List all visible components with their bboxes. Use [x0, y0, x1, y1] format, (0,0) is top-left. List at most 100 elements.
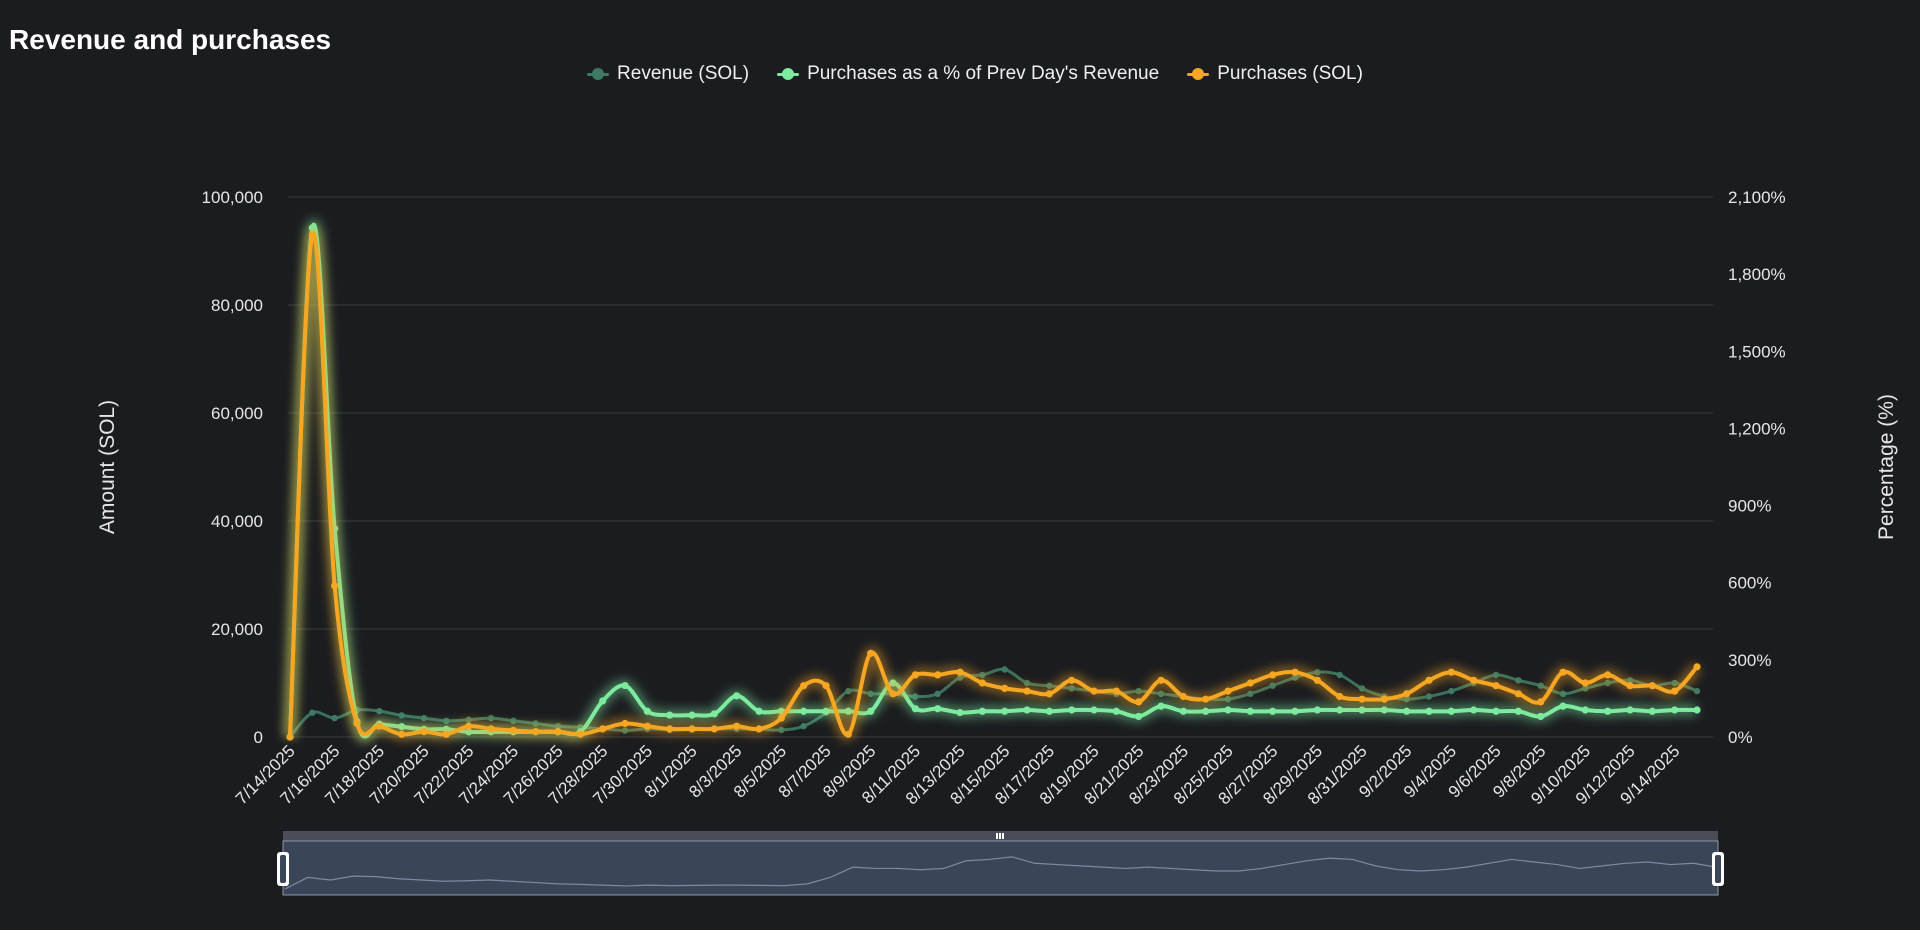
data-point-percent[interactable]: [1179, 707, 1187, 715]
data-point-percent[interactable]: [1313, 706, 1321, 714]
data-point-percent[interactable]: [1202, 707, 1210, 715]
data-point-percent[interactable]: [1358, 706, 1366, 714]
data-point-purchases[interactable]: [1537, 698, 1545, 706]
data-point-purchases[interactable]: [1514, 690, 1522, 698]
data-point-purchases[interactable]: [532, 728, 540, 736]
data-point-purchases[interactable]: [1380, 695, 1388, 703]
data-point-purchases[interactable]: [1403, 690, 1411, 698]
data-point-purchases[interactable]: [688, 725, 696, 733]
data-point-percent[interactable]: [1492, 707, 1500, 715]
data-point-percent[interactable]: [1581, 706, 1589, 714]
data-point-revenue[interactable]: [1269, 682, 1276, 689]
data-point-purchases[interactable]: [822, 682, 830, 690]
data-point-purchases[interactable]: [710, 725, 718, 733]
data-point-purchases[interactable]: [465, 722, 473, 730]
data-point-purchases[interactable]: [1202, 695, 1210, 703]
data-point-percent[interactable]: [621, 681, 629, 690]
data-point-purchases[interactable]: [509, 726, 517, 735]
data-point-revenue[interactable]: [1537, 682, 1544, 689]
data-point-purchases[interactable]: [1626, 682, 1634, 690]
data-point-revenue[interactable]: [778, 726, 785, 734]
data-point-purchases[interactable]: [1135, 698, 1143, 706]
data-point-purchases[interactable]: [1023, 687, 1031, 695]
data-point-percent[interactable]: [1112, 707, 1120, 715]
data-point-purchases[interactable]: [643, 722, 651, 730]
data-point-purchases[interactable]: [420, 728, 428, 736]
data-point-percent[interactable]: [867, 707, 875, 715]
data-point-purchases[interactable]: [1425, 676, 1433, 684]
data-point-revenue[interactable]: [1247, 690, 1254, 697]
data-point-purchases[interactable]: [1001, 684, 1009, 693]
data-point-purchases[interactable]: [308, 231, 316, 239]
data-point-purchases[interactable]: [800, 682, 808, 690]
data-point-purchases[interactable]: [1179, 692, 1187, 701]
data-point-revenue[interactable]: [487, 714, 495, 722]
data-point-purchases[interactable]: [777, 714, 785, 722]
grip-icon[interactable]: [1002, 833, 1004, 839]
data-point-percent[interactable]: [643, 707, 651, 715]
data-point-purchases[interactable]: [1470, 676, 1478, 684]
data-point-revenue[interactable]: [1157, 690, 1165, 697]
data-point-percent[interactable]: [1135, 712, 1143, 721]
data-point-purchases[interactable]: [956, 668, 964, 676]
data-point-revenue[interactable]: [398, 712, 405, 719]
data-point-percent[interactable]: [733, 692, 741, 700]
data-point-purchases[interactable]: [1112, 687, 1120, 695]
data-point-purchases[interactable]: [733, 722, 741, 730]
data-point-percent[interactable]: [1537, 712, 1545, 721]
data-point-percent[interactable]: [1447, 707, 1455, 715]
data-point-percent[interactable]: [1671, 706, 1679, 714]
data-point-percent[interactable]: [1514, 707, 1522, 715]
data-point-percent[interactable]: [1380, 706, 1388, 714]
data-point-percent[interactable]: [1693, 706, 1701, 714]
data-point-purchases[interactable]: [1045, 690, 1053, 698]
data-point-percent[interactable]: [599, 697, 607, 705]
data-point-purchases[interactable]: [911, 671, 919, 679]
data-point-purchases[interactable]: [1447, 668, 1455, 676]
data-point-revenue[interactable]: [845, 687, 852, 695]
data-point-purchases[interactable]: [978, 679, 986, 687]
data-point-percent[interactable]: [1090, 706, 1098, 714]
data-point-purchases[interactable]: [1090, 687, 1098, 695]
data-point-percent[interactable]: [1001, 707, 1009, 715]
grip-icon[interactable]: [999, 833, 1001, 839]
data-point-revenue[interactable]: [1492, 671, 1500, 679]
data-point-percent[interactable]: [1023, 706, 1031, 714]
data-point-purchases[interactable]: [1336, 692, 1344, 701]
data-point-percent[interactable]: [1626, 706, 1634, 714]
data-point-revenue[interactable]: [1559, 690, 1567, 697]
data-point-purchases[interactable]: [1224, 687, 1232, 695]
data-point-percent[interactable]: [1224, 706, 1232, 714]
data-point-purchases[interactable]: [1313, 676, 1321, 684]
data-point-percent[interactable]: [1403, 707, 1411, 715]
data-point-purchases[interactable]: [375, 722, 383, 730]
data-point-revenue[interactable]: [1135, 687, 1142, 695]
data-point-percent[interactable]: [1045, 707, 1053, 715]
data-point-purchases[interactable]: [621, 719, 629, 728]
data-point-percent[interactable]: [1425, 707, 1433, 715]
data-point-revenue[interactable]: [1448, 687, 1455, 695]
data-point-percent[interactable]: [1604, 707, 1612, 715]
data-point-purchases[interactable]: [666, 725, 674, 733]
data-point-percent[interactable]: [978, 707, 986, 715]
data-point-purchases[interactable]: [1581, 679, 1589, 687]
data-point-revenue[interactable]: [309, 709, 316, 716]
data-point-purchases[interactable]: [487, 725, 495, 733]
data-point-percent[interactable]: [822, 707, 830, 715]
data-point-percent[interactable]: [755, 707, 763, 715]
data-point-revenue[interactable]: [1023, 679, 1031, 687]
legend-item-purchases[interactable]: Purchases (SOL): [1187, 63, 1363, 85]
data-point-purchases[interactable]: [1246, 679, 1254, 687]
data-point-purchases[interactable]: [331, 582, 339, 590]
zoom-window[interactable]: [282, 840, 1719, 896]
data-point-revenue[interactable]: [532, 720, 539, 727]
data-point-purchases[interactable]: [1648, 682, 1656, 690]
data-point-purchases[interactable]: [1671, 687, 1679, 695]
data-point-percent[interactable]: [688, 711, 696, 719]
data-point-percent[interactable]: [956, 708, 964, 717]
zoom-slider[interactable]: [277, 831, 1724, 896]
data-point-percent[interactable]: [1470, 706, 1478, 714]
grip-icon[interactable]: [996, 833, 998, 839]
data-point-percent[interactable]: [1336, 706, 1344, 714]
data-point-percent[interactable]: [1269, 707, 1277, 715]
